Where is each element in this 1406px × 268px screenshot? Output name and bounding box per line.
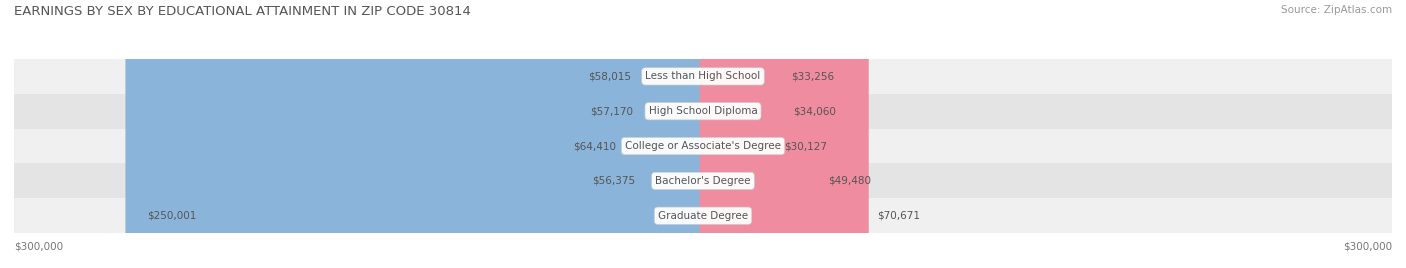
- Text: EARNINGS BY SEX BY EDUCATIONAL ATTAINMENT IN ZIP CODE 30814: EARNINGS BY SEX BY EDUCATIONAL ATTAINMEN…: [14, 5, 471, 18]
- Text: $58,015: $58,015: [588, 71, 631, 81]
- Text: $64,410: $64,410: [574, 141, 616, 151]
- Text: High School Diploma: High School Diploma: [648, 106, 758, 116]
- Text: $49,480: $49,480: [828, 176, 872, 186]
- Text: Graduate Degree: Graduate Degree: [658, 211, 748, 221]
- Text: $34,060: $34,060: [793, 106, 835, 116]
- FancyBboxPatch shape: [568, 0, 706, 268]
- FancyBboxPatch shape: [700, 0, 820, 268]
- Text: Source: ZipAtlas.com: Source: ZipAtlas.com: [1281, 5, 1392, 15]
- Text: College or Associate's Degree: College or Associate's Degree: [626, 141, 780, 151]
- Text: Bachelor's Degree: Bachelor's Degree: [655, 176, 751, 186]
- Text: $30,127: $30,127: [783, 141, 827, 151]
- FancyBboxPatch shape: [700, 0, 783, 268]
- FancyBboxPatch shape: [700, 0, 776, 268]
- Text: $57,170: $57,170: [591, 106, 633, 116]
- Bar: [14, 198, 1392, 233]
- FancyBboxPatch shape: [569, 0, 706, 268]
- FancyBboxPatch shape: [125, 0, 706, 268]
- Text: $33,256: $33,256: [790, 71, 834, 81]
- Bar: [14, 129, 1392, 163]
- Text: $250,001: $250,001: [148, 211, 197, 221]
- FancyBboxPatch shape: [551, 0, 706, 268]
- FancyBboxPatch shape: [700, 0, 785, 268]
- Bar: [14, 163, 1392, 198]
- Text: $56,375: $56,375: [592, 176, 636, 186]
- Text: $70,671: $70,671: [877, 211, 920, 221]
- Bar: [14, 59, 1392, 94]
- Text: $300,000: $300,000: [1343, 241, 1392, 251]
- FancyBboxPatch shape: [567, 0, 706, 268]
- FancyBboxPatch shape: [700, 0, 869, 268]
- Text: $300,000: $300,000: [14, 241, 63, 251]
- Text: Less than High School: Less than High School: [645, 71, 761, 81]
- Bar: [14, 94, 1392, 129]
